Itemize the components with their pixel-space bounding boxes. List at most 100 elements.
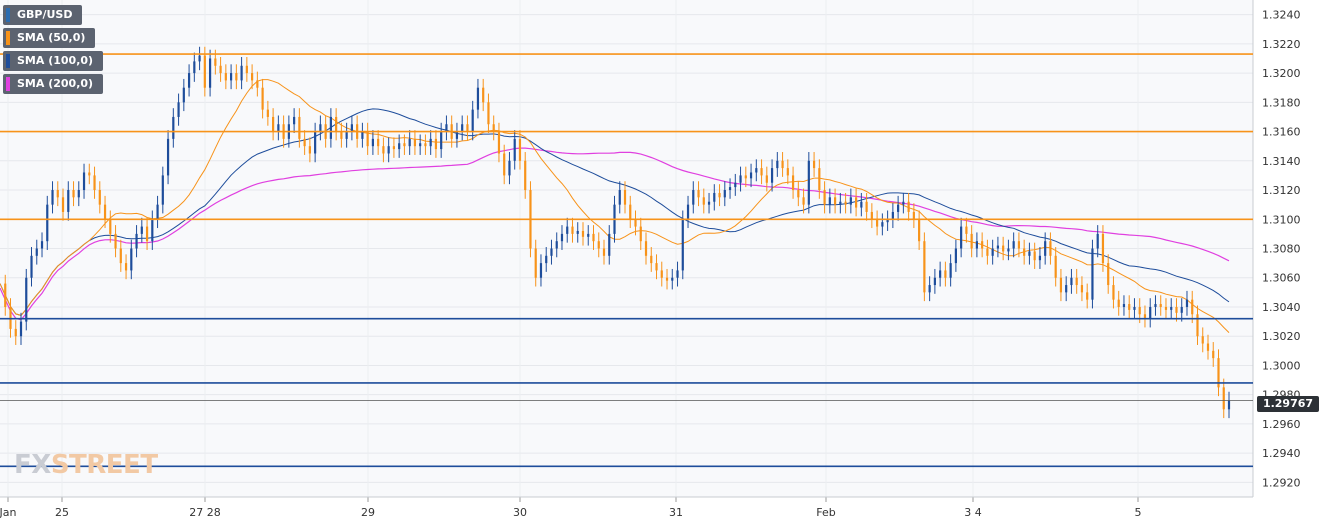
candle-body [214, 58, 217, 66]
candle-body [208, 58, 212, 88]
candle-body [576, 230, 579, 234]
candle-body [67, 190, 70, 212]
candle-body [177, 102, 180, 117]
candle-body [1196, 314, 1199, 337]
candle-body [734, 182, 737, 188]
candle-body [82, 172, 86, 191]
candle-body [566, 226, 569, 234]
candle-body [560, 233, 564, 242]
candle-body [718, 192, 721, 198]
candle-body [1044, 241, 1047, 256]
candle-body [1180, 306, 1183, 313]
legend-item-gbpusd[interactable]: GBP/USD [3, 5, 83, 25]
candle-body [807, 160, 810, 205]
candle-body [124, 263, 128, 271]
candle-body [366, 131, 369, 147]
candle-body [419, 143, 422, 147]
candle-body [1128, 304, 1131, 310]
candle-body [660, 270, 663, 278]
legend-item-sma-200[interactable]: SMA (200,0) [3, 74, 104, 94]
candle-body [251, 73, 254, 81]
candle-body [156, 204, 159, 220]
candle-body [261, 87, 264, 110]
candle-body [728, 187, 732, 191]
candle-body [928, 285, 931, 293]
candle-body [1038, 255, 1042, 261]
candle-body [933, 277, 936, 286]
candle-body [1175, 306, 1178, 313]
x-tick-label: Jan [0, 506, 17, 519]
candle-body [256, 80, 259, 88]
legend-item-sma-50[interactable]: SMA (50,0) [3, 28, 96, 48]
candle-body [1149, 306, 1152, 319]
candle-body [503, 153, 506, 176]
legend-label: SMA (50,0) [17, 31, 86, 44]
y-tick-label: 1.3180 [1262, 96, 1301, 109]
candle-body [398, 143, 401, 150]
candle-body [996, 245, 1000, 249]
candle-body [655, 263, 658, 271]
candle-body [539, 263, 543, 278]
candle-body [1054, 255, 1057, 278]
candle-body [518, 138, 522, 161]
candle-body [429, 138, 432, 147]
x-tick-label: 25 [55, 506, 69, 519]
legend-swatch-icon [6, 54, 10, 68]
candle-body [860, 201, 863, 208]
candle-body [4, 283, 7, 307]
x-tick-label: 31 [669, 506, 683, 519]
candle-body [272, 116, 275, 132]
candle-body [828, 197, 831, 205]
y-tick-label: 1.3080 [1262, 243, 1301, 256]
candle-body [786, 168, 789, 176]
legend-label: SMA (100,0) [17, 54, 94, 67]
candle-body [986, 248, 989, 256]
y-tick-label: 1.3140 [1262, 155, 1301, 168]
candle-body [1012, 241, 1015, 249]
candle-body [1133, 306, 1136, 310]
candle-body [182, 87, 185, 103]
y-tick-label: 1.2960 [1262, 418, 1301, 431]
candle-body [812, 160, 816, 169]
x-tick-label: Feb [816, 506, 835, 519]
y-tick-label: 1.3040 [1262, 301, 1301, 314]
candle-body [319, 124, 322, 132]
candle-body [508, 160, 511, 176]
candle-body [686, 204, 690, 220]
candle-body [224, 73, 227, 81]
candle-body [939, 270, 942, 278]
candle-body [592, 233, 595, 242]
candle-body [923, 241, 926, 293]
candle-body [844, 201, 847, 205]
candle-body [471, 109, 474, 132]
candle-body [77, 190, 80, 198]
candle-body [56, 190, 59, 198]
candle-body [534, 248, 537, 278]
candle-body [854, 197, 858, 208]
candle-body [35, 248, 38, 256]
candle-body [1138, 306, 1141, 315]
candle-body [434, 138, 438, 150]
candle-body [161, 175, 164, 205]
candle-body [1122, 304, 1126, 307]
candle-body [277, 124, 280, 132]
legend-item-sma-100[interactable]: SMA (100,0) [3, 51, 104, 71]
candle-body [482, 87, 485, 103]
candle-body [665, 277, 669, 281]
candle-body [187, 73, 191, 88]
candle-body [445, 124, 448, 132]
candle-body [802, 197, 805, 205]
candle-body [377, 138, 380, 147]
candle-body [298, 116, 301, 139]
candle-body [151, 219, 154, 242]
candle-body [849, 197, 852, 205]
candle-body [88, 172, 91, 176]
legend-label: GBP/USD [17, 8, 73, 21]
candle-body [382, 146, 385, 154]
chart-legend: GBP/USD SMA (50,0) SMA (100,0) SMA (200,… [3, 5, 104, 97]
candle-body [1017, 241, 1021, 249]
candle-body [314, 131, 317, 154]
candle-body [371, 138, 375, 147]
candle-body [172, 116, 175, 139]
